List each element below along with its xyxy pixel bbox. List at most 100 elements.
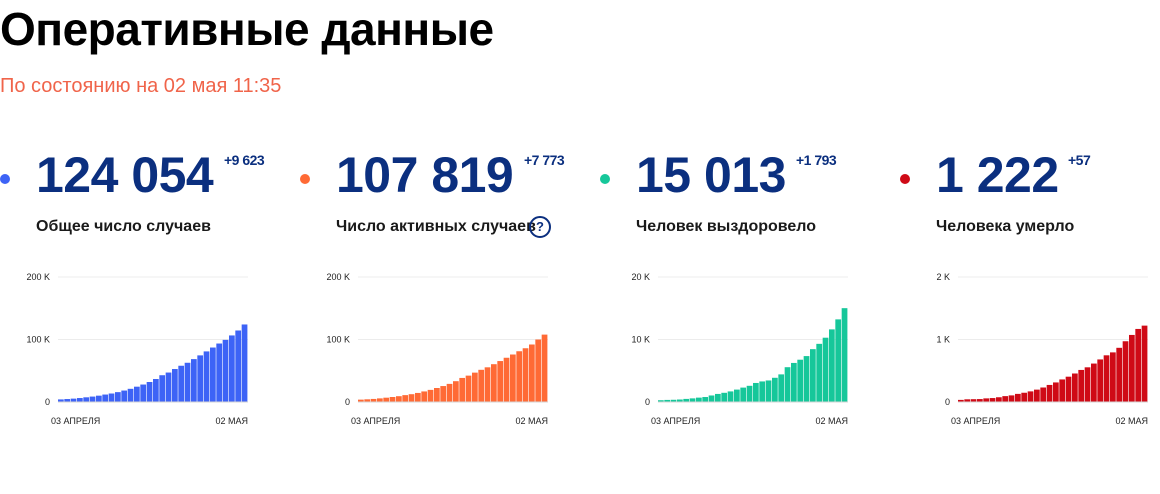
stat-delta: +7 773: [524, 152, 565, 168]
bar: [1110, 352, 1116, 403]
bar: [977, 399, 983, 402]
bar: [383, 397, 390, 402]
bar: [446, 383, 453, 403]
bar: [377, 398, 383, 403]
stat-delta: +1 793: [796, 152, 837, 168]
y-tick-label: 1 K: [936, 335, 950, 345]
bar: [996, 397, 1002, 402]
stat-label: Человек выздоровело: [636, 218, 817, 235]
bar: [83, 397, 90, 402]
bar: [1097, 359, 1104, 402]
bar: [159, 375, 166, 402]
bar: [1008, 395, 1015, 403]
bar: [727, 391, 734, 402]
bar: [816, 343, 823, 402]
bar: [241, 324, 248, 402]
stat-label: Человека умерло: [936, 218, 1075, 235]
bar: [759, 381, 766, 402]
bar: [670, 399, 677, 402]
bar: [453, 381, 459, 402]
bar: [197, 355, 204, 402]
y-tick-label: 0: [945, 397, 950, 407]
bar: [772, 377, 778, 402]
y-tick-label: 20 K: [631, 272, 650, 282]
bar: [364, 399, 371, 402]
bar: [64, 399, 71, 402]
bar: [721, 392, 728, 402]
bar: [1122, 341, 1129, 402]
x-tick-label: 03 АПРЕЛЯ: [951, 416, 1000, 426]
bar: [1027, 391, 1034, 403]
bar: [784, 367, 791, 402]
bar: [1135, 328, 1142, 402]
bar: [702, 397, 709, 402]
bar: [689, 398, 696, 403]
bar: [1072, 373, 1078, 402]
bar: [89, 396, 96, 402]
bar: [734, 389, 740, 402]
chart-active-cases: 0 100 K 200 K 03 АПРЕЛЯ 02 МАЯ: [326, 272, 548, 426]
y-tick-label: 10 K: [631, 335, 650, 345]
bar: [203, 351, 210, 402]
bar: [216, 343, 223, 402]
bar: [1129, 334, 1135, 402]
bar: [421, 391, 428, 402]
stat-value: 15 013: [636, 147, 786, 203]
stat-delta: +57: [1068, 152, 1091, 168]
bar: [1141, 325, 1148, 403]
bar: [408, 394, 415, 402]
stat-label: Общее число случаев: [36, 218, 211, 235]
bar: [835, 319, 842, 403]
bar: [478, 369, 485, 402]
bar: [522, 348, 529, 402]
stat-delta: +9 623: [224, 152, 265, 168]
stat-label: Число активных случаев: [336, 218, 536, 235]
bar: [1034, 389, 1040, 403]
bar: [664, 399, 671, 402]
x-tick-label: 03 АПРЕЛЯ: [651, 416, 700, 426]
bar: [402, 395, 409, 403]
bar: [415, 392, 421, 402]
bar: [146, 382, 153, 402]
bar: [1116, 347, 1123, 402]
bar: [740, 387, 747, 402]
x-tick-label: 02 МАЯ: [515, 416, 548, 426]
bar: [1065, 376, 1072, 402]
bar: [396, 396, 402, 402]
bar: [1103, 355, 1110, 402]
chart-total-cases: 0 100 K 200 K 03 АПРЕЛЯ 02 МАЯ: [26, 272, 248, 426]
stat-deaths: 1 222 +57 Человека умерло 0 1 K 2 K 03 АПРЕ…: [900, 140, 1160, 440]
bar: [165, 372, 172, 402]
bar: [1059, 379, 1066, 402]
x-tick-label: 02 МАЯ: [215, 416, 248, 426]
bar: [535, 339, 542, 402]
bar: [1015, 393, 1021, 403]
bar: [484, 367, 491, 402]
bar: [178, 365, 185, 402]
series-dot-icon: [300, 174, 310, 184]
bar: [70, 398, 77, 402]
bar: [1084, 367, 1091, 402]
bar: [459, 377, 466, 402]
stat-active-cases: 107 819 +7 773 Число активных случаев ? …: [300, 140, 600, 440]
page-title: Оперативные данные: [0, 3, 494, 55]
help-icon[interactable]: ?: [529, 216, 551, 238]
y-tick-label: 0: [45, 397, 50, 407]
bar: [108, 393, 115, 402]
bar: [102, 394, 109, 402]
y-tick-label: 100 K: [326, 335, 350, 345]
bar: [370, 398, 377, 402]
bar: [491, 364, 497, 402]
bar: [658, 400, 664, 402]
bar: [472, 372, 478, 403]
bar: [191, 359, 197, 402]
bar: [715, 393, 721, 402]
bar: [222, 339, 229, 402]
x-tick-label: 02 МАЯ: [1115, 416, 1148, 426]
bar: [829, 329, 835, 402]
stat-recovered: 15 013 +1 793 Человек выздоровело 0 10 K 2…: [600, 140, 900, 440]
bar: [989, 398, 996, 402]
bar: [696, 397, 702, 402]
bar: [529, 344, 535, 402]
bar: [683, 398, 690, 402]
